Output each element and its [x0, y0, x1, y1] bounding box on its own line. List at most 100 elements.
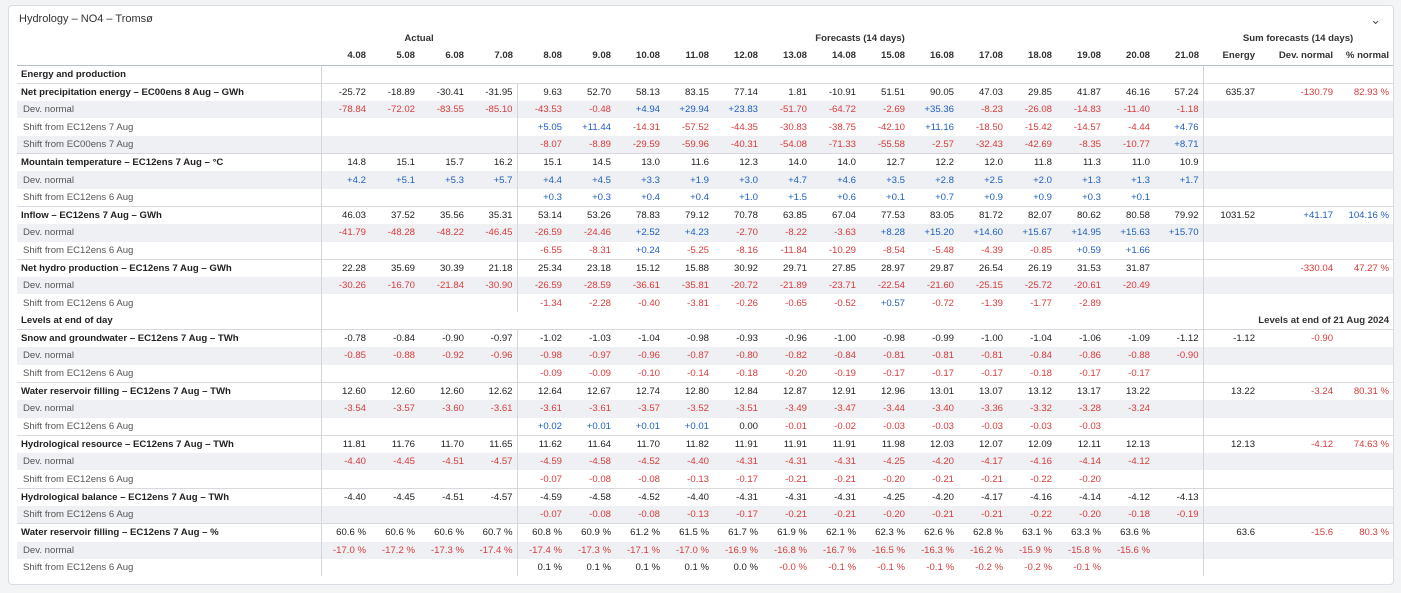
value-cell: -15.8 %	[1056, 541, 1106, 559]
value-cell: 61.2 %	[615, 523, 665, 542]
value-cell: +35.36	[909, 101, 959, 119]
value-cell: -0.52	[834, 297, 857, 309]
value-cell: -0.92	[419, 347, 468, 365]
value-cell: -4.25	[860, 487, 910, 507]
value-cell: -8.35	[1056, 135, 1106, 154]
value-cell: -0.96	[615, 347, 665, 365]
value-cell: +4.7	[762, 171, 812, 189]
value-cell: -1.00	[958, 329, 1008, 348]
value-cell: +0.4	[641, 191, 661, 203]
value-cell: -1.39	[981, 297, 1004, 309]
header-date: 21.08	[1154, 47, 1204, 66]
header-date: 20.08	[1105, 47, 1155, 66]
value-cell	[468, 365, 517, 383]
table-row-sub: Shift from EC12ens 6 Aug +0.3 +0.3 +0.4 +0.4…	[17, 188, 1393, 207]
value-cell: +15.67	[1007, 224, 1057, 242]
value-cell: -0.02	[834, 420, 857, 432]
header-date: 7.08	[468, 47, 518, 66]
sum-cell	[1337, 559, 1393, 576]
value-cell: -0.14	[687, 367, 710, 379]
value-cell: 61.5 %	[664, 523, 714, 542]
value-cell: 53.26	[566, 205, 616, 225]
value-cell	[370, 365, 419, 383]
sum-cell: 12.13	[1202, 434, 1260, 454]
value-cell: 12.67	[566, 381, 616, 401]
value-cell: -0.82	[762, 347, 812, 365]
value-cell: +1.0	[739, 191, 759, 203]
value-cell: -4.31	[811, 487, 861, 507]
value-cell: 10.9	[1154, 153, 1204, 172]
value-cell: -4.13	[1154, 487, 1204, 507]
value-cell: -4.58	[566, 487, 616, 507]
value-cell: -0.97	[468, 329, 518, 348]
value-cell: 12.03	[909, 434, 959, 454]
value-cell	[468, 506, 518, 524]
header-sum-forecasts: Sum forecasts (14 days)	[1242, 33, 1354, 45]
value-cell: +0.57	[880, 297, 906, 309]
value-cell: -4.40	[664, 487, 714, 507]
value-cell: 11.70	[419, 434, 468, 454]
value-cell: -1.04	[615, 329, 665, 348]
value-cell	[419, 559, 468, 576]
sum-cell	[1337, 329, 1394, 348]
row-label: Water reservoir filling – EC12ens 7 Aug …	[17, 381, 321, 401]
value-cell: +11.44	[582, 121, 612, 133]
value-cell: -14.31	[632, 121, 661, 133]
value-cell: -1.12	[1154, 329, 1204, 348]
value-cell: 63.3 %	[1056, 523, 1106, 542]
value-cell: -0.88	[1105, 347, 1155, 365]
value-cell: +0.9	[1033, 191, 1053, 203]
sum-cell: -0.90	[1259, 329, 1338, 348]
value-cell: 14.5	[566, 153, 616, 172]
value-cell: -0.20	[785, 367, 808, 379]
value-cell: 26.54	[958, 258, 1008, 278]
header-blank	[17, 30, 321, 47]
value-cell: -4.14	[1056, 487, 1106, 507]
value-cell: -17.4 %	[468, 541, 518, 559]
value-cell: -59.96	[664, 135, 714, 154]
value-cell: -0.80	[713, 347, 763, 365]
sum-cell	[1259, 400, 1338, 418]
row-label: Shift from EC12ens 6 Aug	[23, 473, 134, 485]
value-cell: 27.85	[811, 258, 861, 278]
value-cell: 62.1 %	[811, 523, 861, 542]
value-cell: -4.44	[1128, 121, 1151, 133]
sum-cell	[1259, 242, 1337, 260]
value-cell: -3.61	[468, 400, 518, 418]
chevron-down-icon[interactable]: ⌄	[1370, 12, 1381, 27]
value-cell	[370, 470, 419, 488]
value-cell: -0.18	[1030, 367, 1053, 379]
value-cell: -0.26	[736, 297, 759, 309]
value-cell: -23.71	[811, 277, 861, 295]
section-right-label: Levels at end of 21 Aug 2024	[1202, 311, 1394, 330]
value-cell: 12.87	[762, 381, 812, 401]
value-cell: 22.28	[320, 258, 370, 278]
sum-cell	[1202, 101, 1260, 119]
value-cell: -0.21	[811, 506, 861, 524]
value-cell: +15.20	[909, 224, 959, 242]
section-spacer	[320, 65, 1204, 84]
row-label: Hydrological resource – EC12ens 7 Aug – …	[17, 434, 321, 454]
sum-cell	[1202, 258, 1260, 278]
value-cell: -0.85	[320, 347, 370, 365]
sum-cell	[1202, 453, 1260, 471]
value-cell: 53.14	[516, 205, 567, 225]
value-cell: -26.59	[516, 277, 567, 295]
value-cell: -0.1 %	[877, 562, 906, 574]
header-date-row: 4.08 5.08 6.08 7.08 8.08 9.08 10.08 11.08 12.08 1…	[17, 47, 1394, 66]
value-cell: -3.40	[909, 400, 959, 418]
value-cell: +0.1	[1131, 191, 1151, 203]
value-cell: -0.10	[638, 367, 661, 379]
value-cell: -0.17	[1128, 367, 1151, 379]
value-cell: 0.1 %	[516, 558, 567, 577]
value-cell: -48.22	[419, 224, 468, 242]
sum-cell	[1259, 224, 1338, 242]
value-cell: -0.90	[419, 329, 468, 348]
value-cell: -0.09	[516, 364, 567, 383]
value-cell: -0.2 %	[1024, 562, 1053, 574]
value-cell: -20.72	[713, 277, 763, 295]
value-cell: -0.96	[468, 347, 518, 365]
header-blank	[17, 47, 321, 66]
value-cell: -0.78	[320, 329, 370, 348]
sum-cell	[1202, 487, 1260, 507]
